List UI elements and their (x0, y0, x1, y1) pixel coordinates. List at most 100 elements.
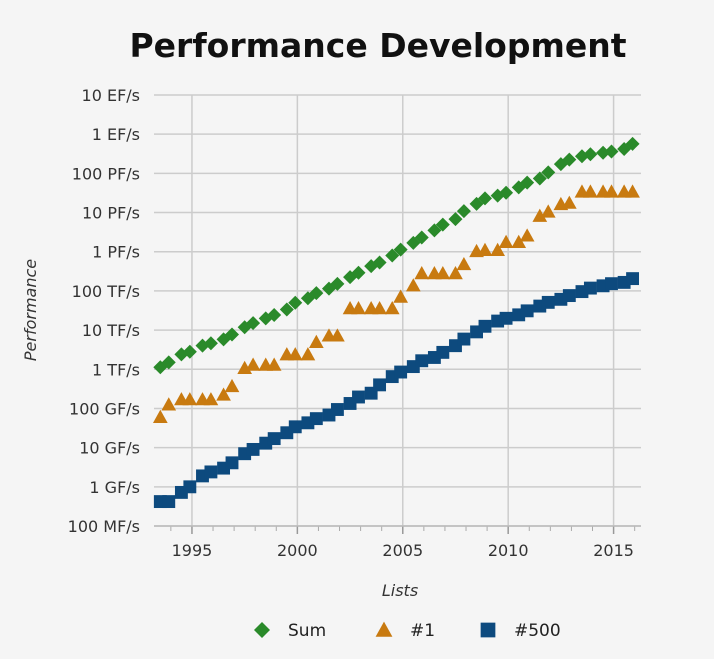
data-point (279, 302, 294, 317)
legend-marker-n1 (375, 621, 393, 637)
x-tick-label: 2015 (593, 541, 634, 560)
data-point (152, 409, 168, 424)
y-tick-label: 10 EF/s (82, 86, 140, 105)
data-point (414, 265, 430, 280)
y-tick-label: 100 TF/s (72, 282, 140, 301)
data-point (203, 392, 219, 406)
legend-label: #500 (514, 621, 561, 641)
data-point (511, 234, 527, 248)
data-point (448, 212, 463, 227)
x-tick-label: 1995 (172, 541, 213, 560)
data-point (394, 365, 408, 379)
legend-label: Sum (288, 621, 326, 641)
plot-area (152, 136, 640, 509)
legend-marker-n500 (480, 622, 496, 638)
y-tick-label: 100 PF/s (72, 164, 140, 183)
data-point (596, 145, 611, 160)
data-point (456, 204, 471, 219)
legend-marker-Sum (254, 622, 270, 638)
data-point (330, 276, 345, 291)
y-tick-label: 1 GF/s (89, 478, 140, 497)
data-point (541, 295, 555, 309)
data-point (499, 185, 514, 200)
data-point (435, 265, 451, 280)
data-point (225, 456, 239, 470)
data-point (457, 332, 471, 346)
data-point (415, 354, 429, 368)
data-point (246, 316, 261, 331)
data-point (477, 191, 492, 206)
series-n500 (153, 272, 640, 509)
data-point (561, 195, 577, 209)
data-point (626, 272, 640, 286)
data-point (499, 311, 513, 325)
data-point (330, 403, 344, 416)
data-point (604, 184, 619, 198)
legend: Sum #1 #500 (254, 621, 561, 641)
data-point (352, 390, 365, 404)
data-point (532, 171, 547, 186)
x-tick-label: 2005 (382, 541, 423, 560)
data-point (562, 289, 576, 303)
data-point (384, 300, 400, 315)
y-axis-title: Performance (21, 259, 40, 361)
x-axis-title: Lists (382, 581, 418, 600)
legend-label: #1 (410, 621, 435, 641)
data-point (162, 495, 176, 509)
data-point (300, 347, 316, 361)
data-point (288, 295, 303, 310)
data-point (266, 357, 282, 371)
data-point (161, 355, 176, 370)
data-point (182, 392, 198, 406)
data-point (583, 281, 597, 295)
data-point (540, 204, 556, 218)
data-point (414, 230, 429, 245)
x-tick-label: 2010 (488, 541, 529, 560)
series-Sum (153, 136, 640, 375)
data-point (224, 378, 240, 393)
data-point (351, 300, 366, 315)
data-point (245, 357, 261, 371)
data-point (246, 442, 260, 456)
y-tick-label: 100 GF/s (69, 399, 140, 418)
data-point (225, 327, 240, 342)
data-point (203, 336, 218, 351)
data-point (532, 208, 548, 222)
data-point (267, 307, 282, 322)
data-point (287, 347, 303, 361)
data-point (309, 412, 323, 426)
data-point (372, 300, 387, 315)
y-tick-label: 1 TF/s (92, 360, 140, 379)
data-point (625, 136, 640, 151)
data-point (490, 242, 505, 256)
data-point (393, 289, 409, 303)
data-point (456, 256, 472, 271)
data-point (448, 265, 463, 280)
data-point (478, 319, 492, 333)
data-point (351, 265, 366, 280)
y-tick-label: 1 EF/s (92, 125, 140, 144)
data-point (372, 255, 387, 270)
data-point (309, 286, 324, 301)
data-point (183, 480, 197, 494)
y-tick-label: 10 TF/s (82, 321, 140, 340)
data-point (204, 465, 218, 479)
data-point (541, 165, 556, 180)
data-point (520, 304, 534, 318)
data-point (405, 278, 421, 292)
x-axis: 1995 2000 2005 2010 2015 (172, 541, 634, 560)
y-tick-label: 1 PF/s (92, 243, 140, 262)
data-point (583, 147, 598, 162)
data-point (436, 345, 450, 359)
data-point (605, 277, 618, 291)
data-point (477, 242, 493, 256)
data-point (308, 334, 324, 348)
grid (154, 94, 641, 534)
data-point (161, 397, 177, 411)
data-point (520, 175, 535, 190)
data-point (237, 360, 253, 375)
data-point (498, 234, 514, 248)
series-n1 (152, 184, 640, 424)
